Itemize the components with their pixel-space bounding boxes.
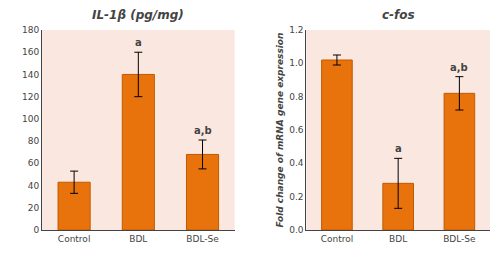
svg-text:0.0: 0.0 — [289, 225, 304, 235]
svg-text:Fold change of mRNA gene expre: Fold change of mRNA gene expression — [275, 33, 285, 228]
svg-text:BDL-Se: BDL-Se — [186, 234, 219, 244]
svg-text:0: 0 — [33, 225, 39, 235]
svg-text:100: 100 — [22, 114, 39, 124]
svg-text:a,b: a,b — [194, 125, 212, 136]
svg-text:60: 60 — [28, 158, 40, 168]
svg-text:0.4: 0.4 — [289, 158, 304, 168]
svg-text:0.2: 0.2 — [289, 192, 303, 202]
svg-text:BDL: BDL — [129, 234, 147, 244]
svg-text:a,b: a,b — [450, 62, 468, 73]
svg-text:Control: Control — [321, 234, 354, 244]
svg-text:160: 160 — [22, 47, 39, 57]
svg-text:20: 20 — [28, 203, 40, 213]
svg-text:IL-1β (pg/mg): IL-1β (pg/mg) — [92, 8, 184, 22]
svg-text:BDL-Se: BDL-Se — [443, 234, 476, 244]
svg-text:1.2: 1.2 — [289, 25, 303, 35]
svg-text:0.6: 0.6 — [289, 125, 304, 135]
svg-text:1.0: 1.0 — [289, 58, 304, 68]
svg-text:a: a — [395, 143, 402, 154]
svg-text:80: 80 — [28, 136, 40, 146]
svg-text:a: a — [135, 37, 142, 48]
svg-text:0.8: 0.8 — [289, 92, 304, 102]
svg-text:120: 120 — [22, 92, 39, 102]
svg-text:180: 180 — [22, 25, 39, 35]
svg-text:c-fos: c-fos — [382, 8, 415, 22]
svg-text:BDL: BDL — [389, 234, 407, 244]
svg-text:Control: Control — [58, 234, 91, 244]
svg-text:140: 140 — [22, 70, 39, 80]
svg-text:40: 40 — [28, 181, 40, 191]
